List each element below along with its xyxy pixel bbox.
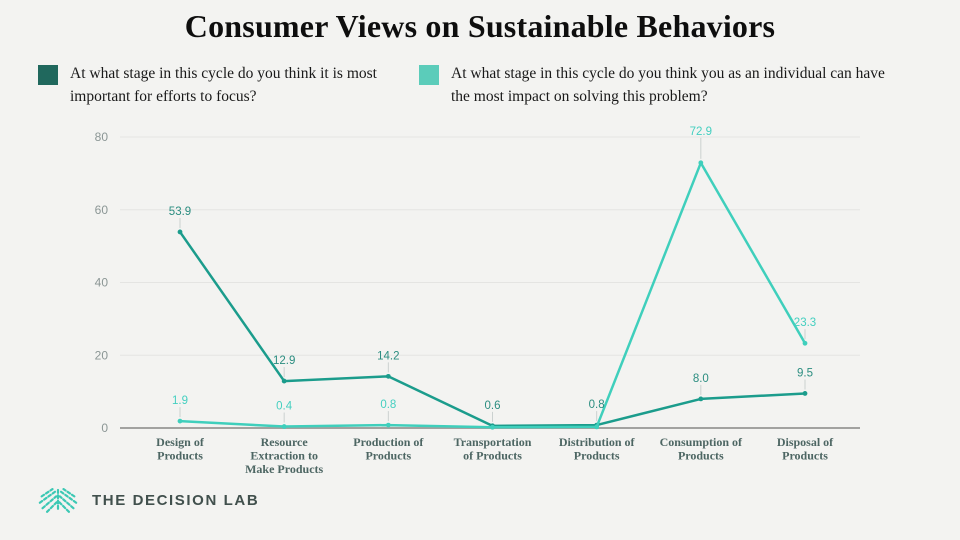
svg-text:0: 0: [101, 421, 108, 435]
brain-icon: [38, 488, 78, 513]
svg-text:14.2: 14.2: [377, 350, 399, 362]
svg-text:Design of: Design of: [156, 435, 205, 449]
page-title: Consumer Views on Sustainable Behaviors: [184, 8, 776, 44]
svg-text:0.4: 0.4: [276, 401, 293, 413]
legend-label-individual: At what stage in this cycle do you think…: [451, 65, 885, 105]
svg-text:8.0: 8.0: [693, 373, 709, 385]
svg-text:Disposal of: Disposal of: [777, 435, 834, 449]
svg-text:Products: Products: [365, 449, 411, 463]
svg-text:1.9: 1.9: [172, 395, 188, 407]
svg-text:of Products: of Products: [463, 449, 522, 463]
svg-text:0.8: 0.8: [380, 399, 396, 411]
svg-text:Extraction to: Extraction to: [250, 449, 318, 463]
svg-text:Products: Products: [782, 449, 828, 463]
svg-text:20: 20: [95, 348, 109, 362]
svg-text:60: 60: [95, 203, 109, 217]
legend-swatch-dark: [38, 65, 58, 85]
svg-text:53.9: 53.9: [169, 206, 191, 218]
svg-text:Products: Products: [678, 449, 724, 463]
legend: At what stage in this cycle do you think…: [0, 63, 960, 115]
legend-item-individual: At what stage in this cycle do you think…: [419, 63, 904, 109]
line-chart: 0 20 40 60 80 Design of Products Resource Extrac…: [0, 118, 960, 492]
logo-wordmark: THE DECISION LAB: [92, 491, 260, 509]
svg-text:Products: Products: [157, 449, 203, 463]
svg-text:Products: Products: [574, 449, 620, 463]
legend-label-efforts: At what stage in this cycle do you think…: [70, 65, 377, 105]
svg-text:9.5: 9.5: [797, 367, 813, 379]
svg-text:23.3: 23.3: [794, 317, 816, 329]
svg-text:Resource: Resource: [261, 435, 309, 449]
svg-text:Consumption of: Consumption of: [660, 435, 743, 449]
svg-text:0.6: 0.6: [485, 400, 501, 412]
svg-text:Make Products: Make Products: [245, 462, 323, 476]
svg-text:Distribution of: Distribution of: [559, 435, 636, 449]
svg-text:0.8: 0.8: [589, 399, 605, 411]
svg-text:Transportation: Transportation: [454, 435, 532, 449]
svg-text:12.9: 12.9: [273, 355, 295, 367]
svg-text:40: 40: [95, 276, 109, 290]
decision-lab-logo: THE DECISION LAB: [38, 485, 259, 515]
svg-text:80: 80: [95, 130, 109, 144]
svg-text:72.9: 72.9: [690, 126, 712, 138]
legend-swatch-light: [419, 65, 439, 85]
legend-item-efforts: At what stage in this cycle do you think…: [38, 63, 383, 109]
svg-text:Production of: Production of: [353, 435, 424, 449]
